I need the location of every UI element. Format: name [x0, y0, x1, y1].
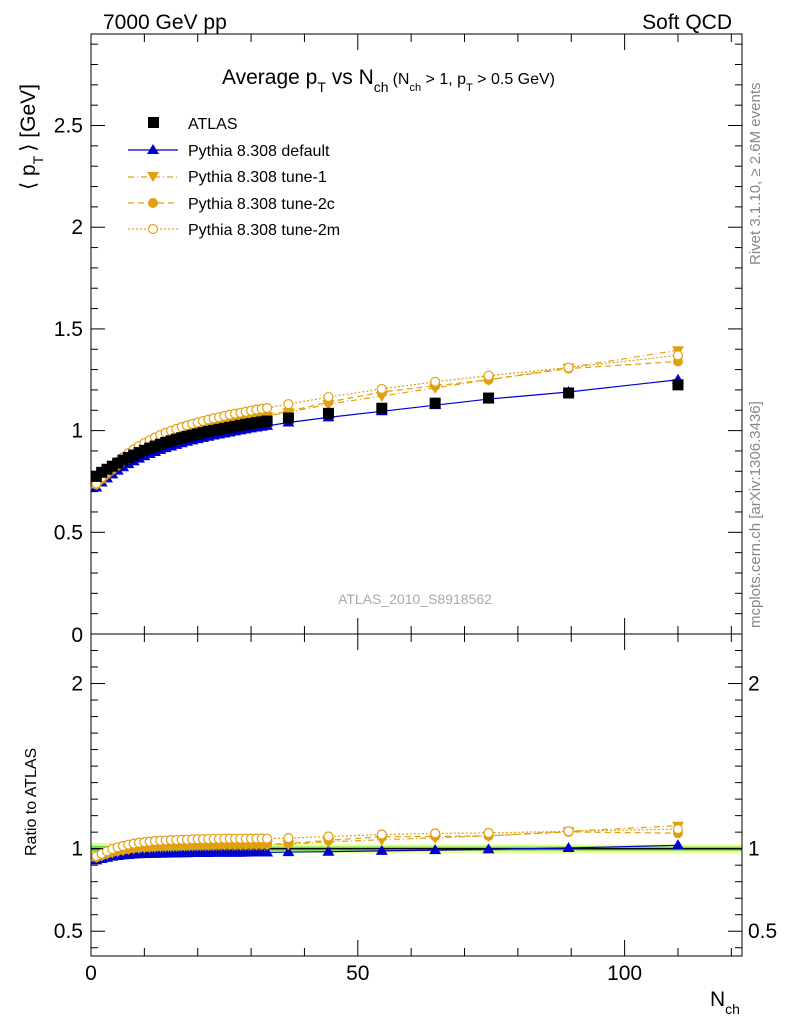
- ratio-point-tune2m: [283, 832, 294, 844]
- legend-label-tune1: Pythia 8.308 tune-1: [188, 169, 327, 186]
- ratio-point-default: [671, 839, 684, 850]
- point-data: [672, 379, 684, 391]
- point-tune2m: [563, 362, 574, 373]
- ratio-tick-label-left: 2: [71, 673, 83, 696]
- series-line-tune2m: [95, 354, 679, 484]
- header-left-label: 7000 GeV pp: [103, 11, 227, 34]
- ratio-tick-label-right: 1: [748, 838, 760, 861]
- ratio-point-default: [375, 844, 388, 855]
- x-tick-label: 0: [85, 962, 97, 985]
- ratio-point-tune2m: [563, 826, 574, 837]
- x-tick-label: 100: [607, 962, 642, 985]
- point-data: [261, 415, 273, 427]
- ratio-point-default: [482, 843, 495, 854]
- point-tune2m: [283, 399, 294, 410]
- mcplots-source-label: mcplots.cern.ch [arXiv:1306.3436]: [747, 401, 764, 628]
- legend-marker-tune2c: [148, 198, 158, 208]
- ratio-point-default: [429, 844, 442, 855]
- y-tick-label: 2: [71, 216, 83, 239]
- ratio-y-axis-label: Ratio to ATLAS: [23, 748, 40, 856]
- y-tick-label: 0.5: [54, 521, 83, 544]
- point-tune2m: [430, 376, 441, 387]
- point-tune2m: [376, 383, 387, 395]
- ratio-tick-label-left: 0.5: [54, 920, 83, 943]
- x-axis-label: Nch: [710, 988, 740, 1017]
- ratio-tick-label-right: 0.5: [748, 920, 777, 943]
- point-data: [322, 407, 334, 419]
- y-axis-label: ⟨ pT⟩ [GeV]: [17, 84, 46, 190]
- ratio-point-tune2m: [672, 824, 684, 835]
- ratio-point-tune2m: [323, 831, 334, 842]
- point-tune2m: [672, 350, 684, 361]
- point-tune2m: [483, 370, 494, 381]
- legend-marker-default: [147, 144, 159, 154]
- plot-content: 0.511.522.500.5 0.51 12 20 50 100: [54, 34, 777, 985]
- y-tick-label-zero: 0: [71, 624, 83, 647]
- legend: ATLAS Pythia 8.308 default Pythia 8.308 …: [128, 116, 340, 239]
- point-data: [429, 397, 441, 409]
- ratio-plot-frame: [90, 633, 743, 957]
- point-data: [563, 387, 575, 399]
- series-line-tune1: [95, 349, 679, 485]
- point-data: [376, 402, 388, 414]
- legend-marker-tune1: [147, 172, 159, 182]
- chart-title: Average pT vs Nch (Nch > 1, pT > 0.5 GeV): [222, 66, 555, 95]
- ratio-point-tune2m: [261, 833, 273, 844]
- ratio-point-tune2m: [376, 829, 387, 840]
- ratio-point-default: [261, 846, 274, 857]
- legend-label-tune2m: Pythia 8.308 tune-2m: [188, 222, 340, 239]
- y-tick-label: 1.5: [54, 318, 83, 341]
- ratio-point-tune2m: [430, 828, 441, 839]
- rivet-version-label: Rivet 3.1.10, ≥ 2.6M events: [747, 83, 764, 266]
- header-right-label: Soft QCD: [642, 11, 732, 34]
- ratio-point-tune2m: [483, 827, 494, 839]
- legend-marker-atlas: [148, 117, 159, 128]
- legend-label-tune2c: Pythia 8.308 tune-2c: [188, 196, 335, 213]
- ratio-tick-label-left: 1: [71, 838, 83, 861]
- point-tune2m: [323, 391, 334, 403]
- legend-label-atlas: ATLAS: [188, 116, 238, 133]
- point-data: [282, 412, 294, 424]
- legend-marker-tune2m: [147, 223, 159, 235]
- y-tick-label: 2.5: [54, 115, 83, 138]
- x-tick-label: 50: [346, 962, 369, 985]
- point-data: [483, 392, 495, 404]
- ratio-tick-label-right: 2: [748, 673, 760, 696]
- y-tick-label: 1: [71, 420, 83, 443]
- point-tune2m: [261, 402, 273, 414]
- legend-label-default: Pythia 8.308 default: [188, 143, 330, 160]
- ratio-point-default: [562, 841, 575, 852]
- ratio-point-default: [322, 845, 335, 856]
- ratio-point-default: [282, 846, 295, 857]
- analysis-id-watermark: ATLAS_2010_S8918562: [338, 591, 492, 607]
